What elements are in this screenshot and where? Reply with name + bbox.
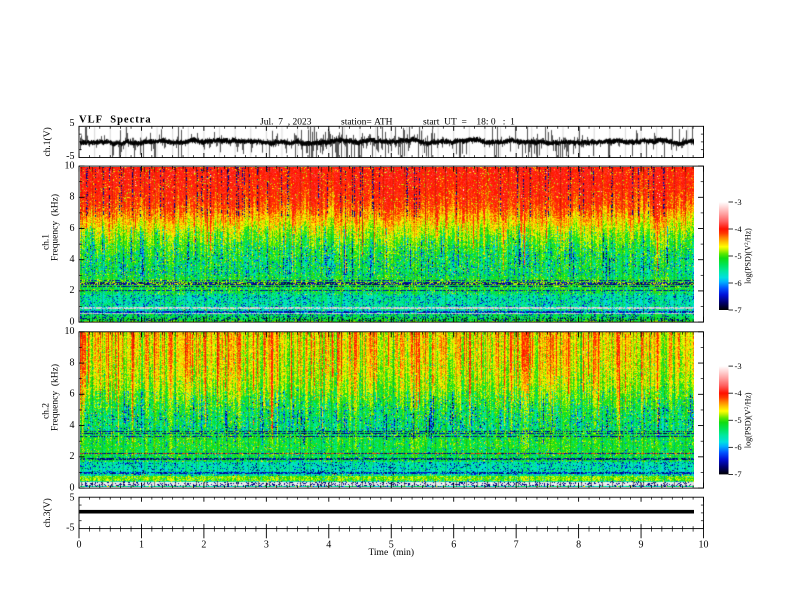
svg-text:Frequency (kHz): Frequency (kHz)	[50, 364, 61, 431]
svg-text:6: 6	[70, 223, 75, 234]
svg-text:5: 5	[70, 118, 75, 129]
svg-text:0: 0	[70, 316, 75, 327]
svg-text:-4: -4	[735, 224, 743, 234]
svg-text:-5: -5	[66, 151, 74, 162]
svg-text:10: 10	[699, 540, 709, 551]
svg-text:8: 8	[576, 540, 581, 551]
svg-text:-3: -3	[735, 361, 742, 371]
svg-text:10: 10	[65, 326, 75, 337]
svg-text:VLF Spectra: VLF Spectra	[79, 115, 152, 126]
svg-text:9: 9	[639, 540, 644, 551]
svg-text:start UT = 18: 0 : 1: start UT = 18: 0 : 1	[423, 117, 515, 127]
svg-text:-5: -5	[735, 251, 742, 261]
svg-text:2: 2	[70, 285, 75, 296]
svg-text:7: 7	[514, 540, 519, 551]
svg-text:2: 2	[201, 540, 206, 551]
svg-text:4: 4	[70, 254, 75, 265]
svg-text:-6: -6	[735, 278, 742, 288]
svg-text:ch.3(V): ch.3(V)	[42, 498, 53, 527]
svg-text:1: 1	[139, 540, 144, 551]
svg-text:6: 6	[451, 540, 456, 551]
svg-text:-7: -7	[735, 469, 742, 479]
svg-text:-5: -5	[66, 522, 74, 533]
svg-text:Time (min): Time (min)	[368, 547, 414, 558]
svg-text:ch.2: ch.2	[42, 403, 52, 419]
svg-text:4: 4	[70, 420, 75, 431]
svg-text:6: 6	[70, 389, 75, 400]
svg-text:station= ATH: station= ATH	[341, 117, 393, 127]
svg-text:0: 0	[77, 540, 82, 551]
svg-text:-7: -7	[735, 305, 742, 315]
svg-text:0: 0	[70, 482, 75, 493]
svg-text:10: 10	[65, 160, 75, 171]
svg-text:-3: -3	[735, 197, 742, 207]
svg-text:Jul. 7 , 2023: Jul. 7 , 2023	[260, 117, 312, 127]
svg-text:8: 8	[70, 192, 75, 203]
svg-text:5: 5	[389, 540, 394, 551]
svg-text:-5: -5	[735, 415, 742, 425]
svg-text:log(PSD)(V2/Hz): log(PSD)(V2/Hz)	[744, 228, 753, 284]
svg-text:2: 2	[70, 451, 75, 462]
svg-text:Frequency (kHz): Frequency (kHz)	[50, 194, 61, 261]
svg-text:log(PSD)(V2/Hz): log(PSD)(V2/Hz)	[744, 392, 753, 448]
svg-text:ch.1(V): ch.1(V)	[42, 127, 53, 156]
svg-text:-4: -4	[735, 388, 743, 398]
svg-text:4: 4	[326, 540, 331, 551]
svg-text:8: 8	[70, 357, 75, 368]
svg-text:-6: -6	[735, 442, 742, 452]
svg-text:3: 3	[264, 540, 269, 551]
svg-text:5: 5	[70, 492, 75, 503]
svg-text:ch.1: ch.1	[42, 234, 52, 250]
